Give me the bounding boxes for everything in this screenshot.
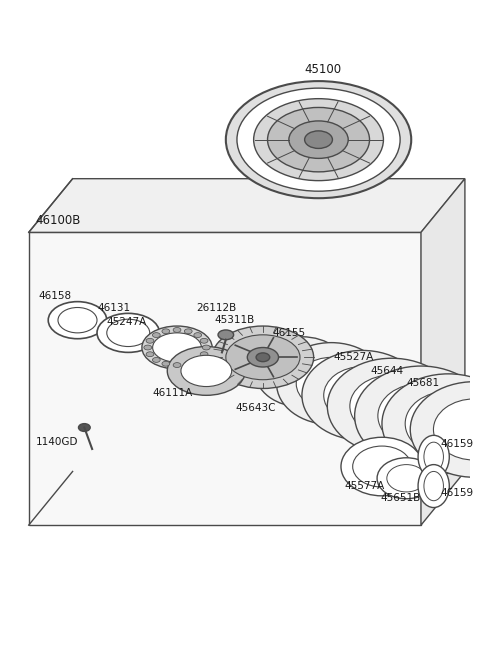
Text: 46159: 46159 [441,439,474,449]
Ellipse shape [142,326,212,369]
Ellipse shape [382,374,480,474]
Ellipse shape [267,107,370,172]
Ellipse shape [78,424,90,432]
Ellipse shape [194,358,202,362]
Text: 45247A: 45247A [107,317,147,327]
Text: 26112B: 26112B [196,303,237,314]
Ellipse shape [146,352,154,357]
Text: 45644: 45644 [370,366,403,376]
Text: 46158: 46158 [38,291,72,301]
Ellipse shape [226,335,300,380]
Text: 45311B: 45311B [214,315,254,325]
Ellipse shape [107,319,150,346]
Ellipse shape [256,353,270,362]
Ellipse shape [194,333,202,337]
Text: 45681: 45681 [407,378,440,388]
Ellipse shape [144,345,152,350]
Ellipse shape [424,472,444,500]
Ellipse shape [167,346,245,396]
Ellipse shape [276,343,386,424]
Ellipse shape [296,358,366,410]
Text: 45651B: 45651B [380,493,420,503]
Ellipse shape [253,99,384,181]
Ellipse shape [405,391,480,456]
Ellipse shape [203,345,210,350]
Ellipse shape [184,329,192,333]
Ellipse shape [173,328,181,332]
Ellipse shape [146,339,154,343]
Ellipse shape [273,350,331,394]
Ellipse shape [387,464,426,492]
Text: 45527A: 45527A [333,352,373,362]
Ellipse shape [418,436,449,478]
Polygon shape [29,233,421,525]
Text: 46111A: 46111A [153,388,193,398]
Ellipse shape [48,302,107,339]
Ellipse shape [226,81,411,198]
Ellipse shape [418,464,449,508]
Text: 46131: 46131 [97,303,130,314]
Text: 45643C: 45643C [236,403,276,413]
Ellipse shape [153,333,202,362]
Ellipse shape [355,366,480,466]
Ellipse shape [200,339,208,343]
Ellipse shape [212,326,313,388]
Text: 1140GD: 1140GD [36,437,78,447]
Polygon shape [421,179,465,525]
Ellipse shape [162,362,170,366]
Text: 46155: 46155 [273,328,306,338]
Polygon shape [29,179,465,233]
Ellipse shape [181,355,232,386]
Ellipse shape [424,442,444,472]
Ellipse shape [305,131,333,149]
Ellipse shape [324,367,401,424]
Text: 46159: 46159 [441,488,474,498]
Ellipse shape [327,358,456,454]
Ellipse shape [153,333,160,337]
Ellipse shape [433,399,480,460]
Ellipse shape [218,330,234,340]
Text: 45577A: 45577A [345,481,385,491]
Ellipse shape [255,337,349,407]
Ellipse shape [247,348,278,367]
Ellipse shape [184,362,192,366]
Ellipse shape [410,382,480,477]
Ellipse shape [289,121,348,159]
Ellipse shape [153,358,160,362]
Ellipse shape [200,352,208,357]
Ellipse shape [97,313,159,352]
Ellipse shape [162,329,170,333]
Ellipse shape [341,438,423,496]
Ellipse shape [353,446,411,487]
Text: 46100B: 46100B [36,214,81,227]
Ellipse shape [173,363,181,367]
Text: 45100: 45100 [304,63,341,76]
Ellipse shape [58,307,97,333]
Ellipse shape [302,350,423,440]
Ellipse shape [378,383,464,448]
Ellipse shape [237,88,400,191]
Ellipse shape [350,375,433,437]
Ellipse shape [377,458,436,498]
